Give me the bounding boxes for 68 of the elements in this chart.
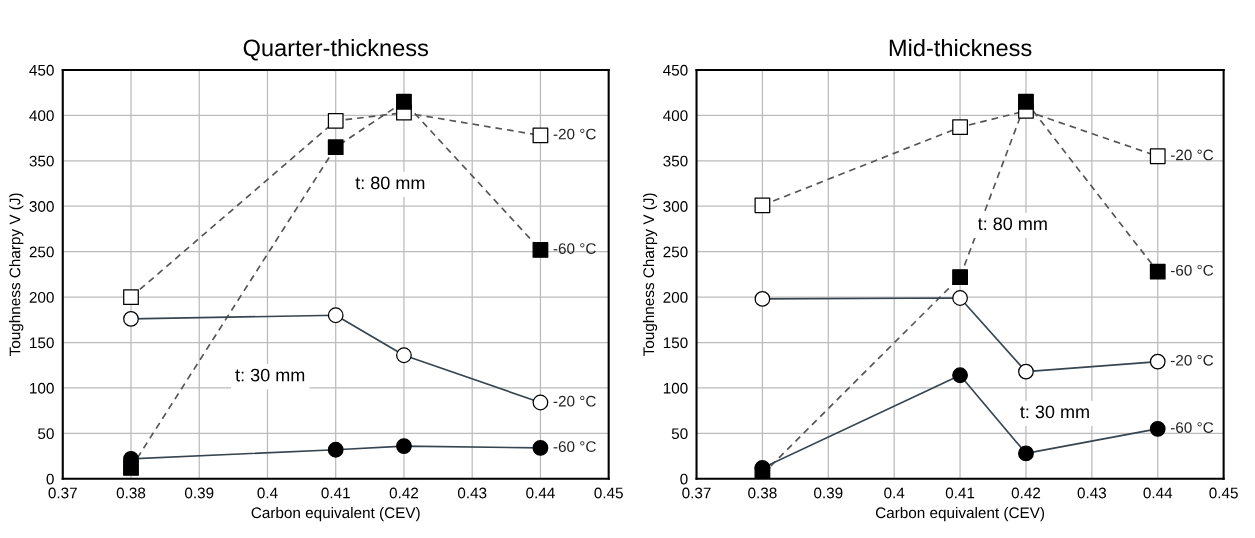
series-label: -20 °C: [1170, 149, 1214, 161]
point: [1149, 148, 1166, 165]
point: [396, 93, 412, 110]
point: [1018, 93, 1034, 110]
point: [327, 139, 344, 156]
series-label: -20 °C: [553, 128, 596, 140]
y-tick-label: 450: [29, 64, 54, 76]
x-tick-label: 0.42: [1011, 487, 1041, 499]
y-tick-label: 350: [663, 155, 688, 167]
point: [952, 119, 968, 136]
point: [123, 289, 139, 306]
x-tick-label: 0.39: [184, 487, 214, 499]
x-axis-title: Carbon equivalent (CEV): [251, 506, 420, 522]
y-tick-label: 200: [663, 291, 688, 303]
chart-title: Quarter-thickness: [243, 38, 429, 61]
y-tick-label: 150: [663, 337, 688, 349]
x-tick-label: 0.44: [1143, 487, 1173, 499]
x-tick-label: 0.37: [682, 487, 711, 499]
x-tick-label: 0.42: [389, 487, 419, 499]
x-tick-label: 0.41: [945, 487, 975, 499]
y-tick-label: 0: [680, 473, 688, 485]
x-tick-label: 0.38: [116, 487, 146, 499]
x-axis-title: Carbon equivalent (CEV): [875, 506, 1045, 522]
y-tick-label: 0: [46, 473, 54, 485]
annotation: t: 80 mm: [977, 217, 1047, 231]
series-label: -20 °C: [553, 395, 596, 407]
y-tick-label: 100: [663, 382, 688, 394]
point: [754, 197, 771, 214]
x-tick-label: 0.41: [321, 487, 350, 499]
annotation: t: 30 mm: [1020, 405, 1089, 419]
point: [327, 112, 344, 129]
y-tick-label: 400: [663, 110, 688, 122]
x-tick-label: 0.39: [814, 487, 843, 499]
point: [1149, 263, 1166, 280]
annotation: t: 30 mm: [235, 368, 305, 382]
y-tick-label: 400: [29, 110, 54, 122]
y-tick-label: 250: [663, 246, 688, 258]
annotation: t: 80 mm: [355, 176, 425, 190]
x-tick-label: 0.45: [594, 487, 623, 499]
x-tick-label: 0.43: [1077, 487, 1107, 499]
series-label: -60 °C: [1170, 264, 1214, 276]
x-tick-label: 0.4: [257, 487, 278, 499]
point: [532, 241, 549, 258]
y-tick-label: 50: [671, 428, 688, 440]
point: [532, 127, 549, 144]
y-tick-label: 300: [663, 201, 688, 212]
x-tick-label: 0.45: [1209, 487, 1238, 499]
series-label: -60 °C: [553, 243, 596, 254]
y-axis-title: Toughness Charpy V (J): [642, 193, 658, 356]
y-tick-label: 50: [38, 428, 54, 440]
y-axis-title: Toughness Charpy V (J): [9, 193, 24, 356]
x-tick-label: 0.4: [884, 487, 905, 499]
y-tick-label: 250: [29, 246, 54, 258]
chart-title: Mid-thickness: [889, 38, 1032, 57]
y-tick-label: 300: [29, 201, 54, 212]
y-tick-label: 100: [30, 382, 54, 394]
y-tick-label: 350: [29, 155, 54, 167]
x-tick-label: 0.44: [526, 487, 555, 499]
x-tick-label: 0.37: [48, 487, 77, 499]
series-label: -20 °C: [1170, 354, 1214, 366]
y-tick-label: 450: [663, 64, 688, 76]
x-tick-label: 0.38: [748, 487, 777, 499]
series-label: -60 °C: [553, 441, 596, 453]
point: [952, 269, 968, 286]
x-tick-label: 0.43: [457, 487, 487, 499]
y-tick-label: 200: [29, 291, 54, 303]
series-label: -60 °C: [1170, 422, 1214, 433]
y-tick-label: 150: [30, 337, 54, 349]
